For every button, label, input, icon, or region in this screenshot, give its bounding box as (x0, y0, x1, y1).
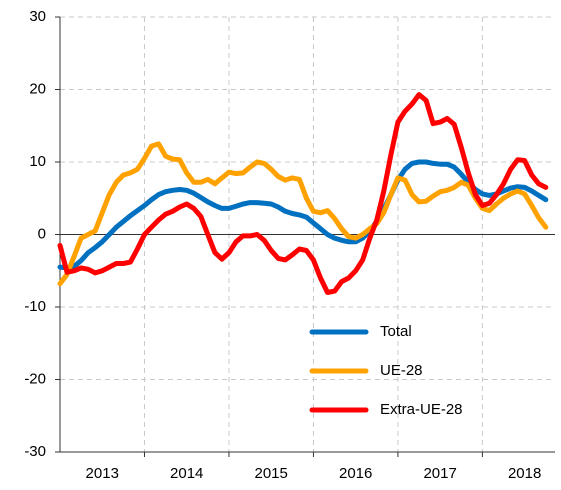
x-tick-label: 2013 (86, 465, 119, 482)
y-tick-label: 0 (38, 225, 46, 242)
y-tick-label: 10 (29, 153, 46, 170)
x-tick-label: 2016 (339, 465, 372, 482)
x-tick-label: 2015 (255, 465, 288, 482)
y-tick-label: -30 (24, 443, 46, 460)
x-tick-label: 2017 (423, 465, 456, 482)
legend-label: Total (380, 323, 412, 340)
x-tick-label: 2018 (508, 465, 541, 482)
legend-label: UE-28 (380, 362, 423, 379)
line-series (57, 159, 549, 271)
y-tick-label: -10 (24, 298, 46, 315)
line-series (57, 141, 549, 287)
x-tick-label: 2014 (170, 465, 203, 482)
y-tick-label: 20 (29, 80, 46, 97)
legend-label: Extra-UE-28 (380, 401, 463, 418)
y-tick-label: -20 (24, 370, 46, 387)
line-series (57, 92, 549, 295)
y-tick-label: 30 (29, 8, 46, 25)
